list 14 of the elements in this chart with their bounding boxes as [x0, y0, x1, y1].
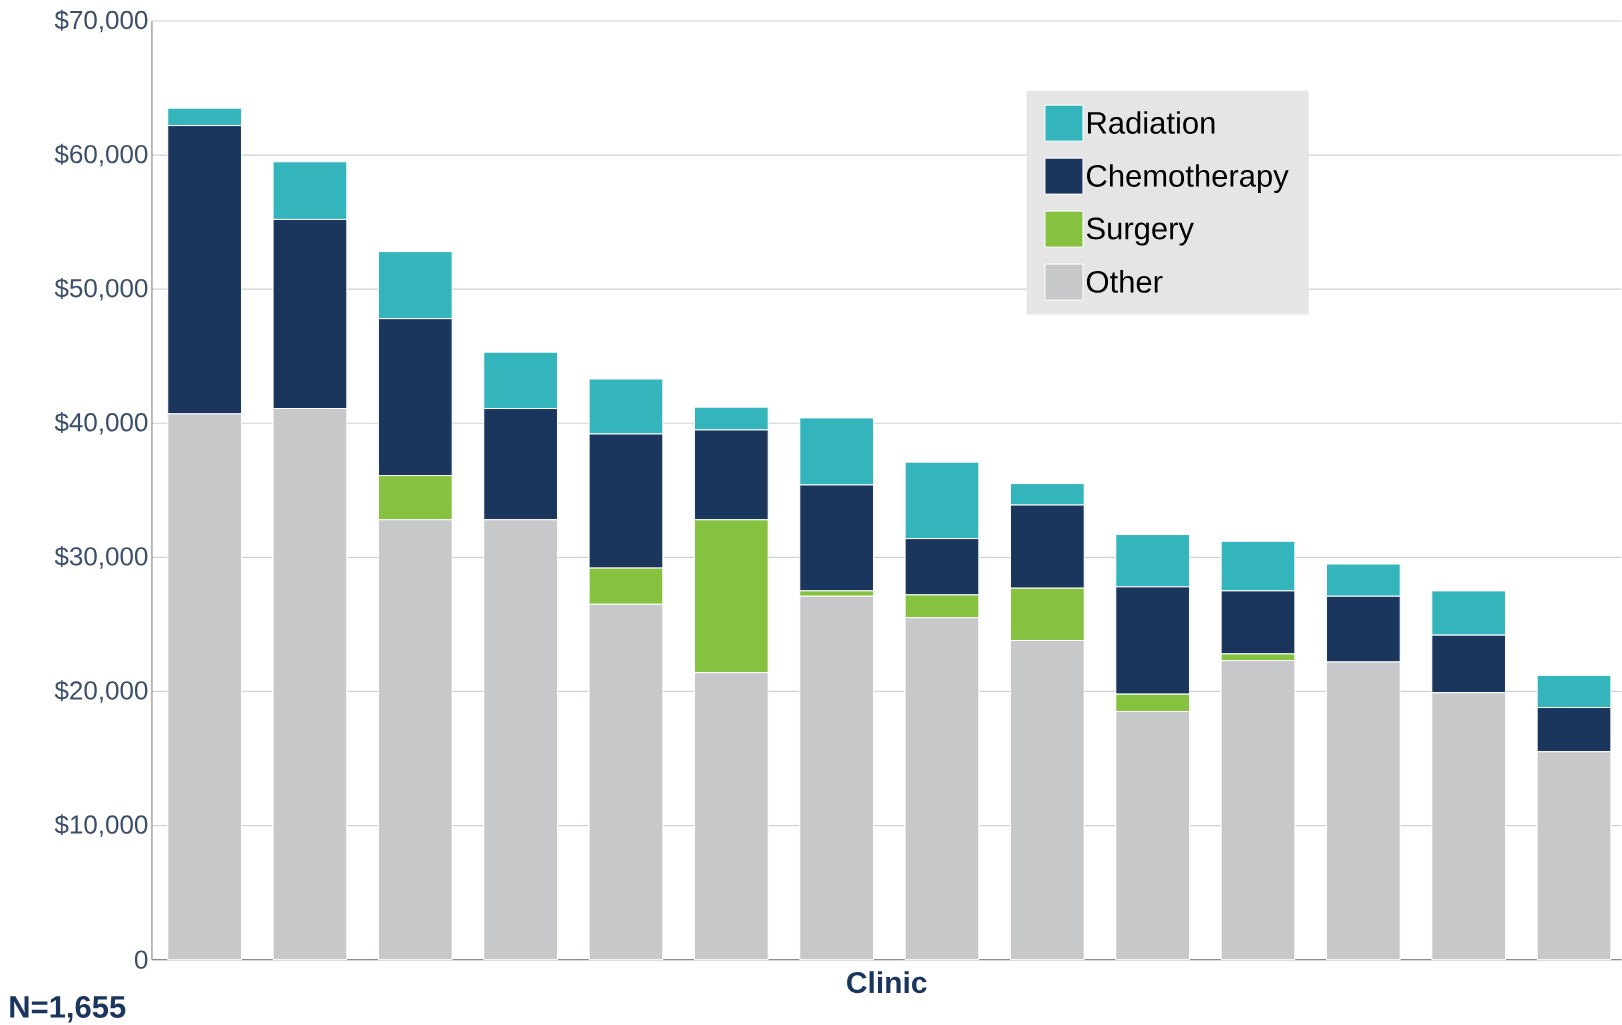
- text: N=1,655: [10, 996, 126, 1023]
- y-tick-label: $30,000: [54, 546, 148, 569]
- y-tick-label: 0: [134, 950, 148, 970]
- y-tick-label: $50,000: [54, 278, 148, 301]
- legend-label: Other: [1086, 270, 1163, 294]
- y-tick-label: $70,000: [54, 9, 148, 33]
- legend-label: Chemotherapy: [1087, 164, 1289, 194]
- y-tick-label: $10,000: [54, 814, 148, 838]
- y-tick-label: $20,000: [54, 680, 148, 703]
- legend-label: Radiation: [1088, 111, 1215, 135]
- y-tick-label: $40,000: [54, 412, 148, 435]
- legend-label: Surgery: [1086, 217, 1194, 246]
- y-tick-label: $60,000: [54, 143, 148, 167]
- x-axis-title: Clinic: [847, 971, 927, 994]
